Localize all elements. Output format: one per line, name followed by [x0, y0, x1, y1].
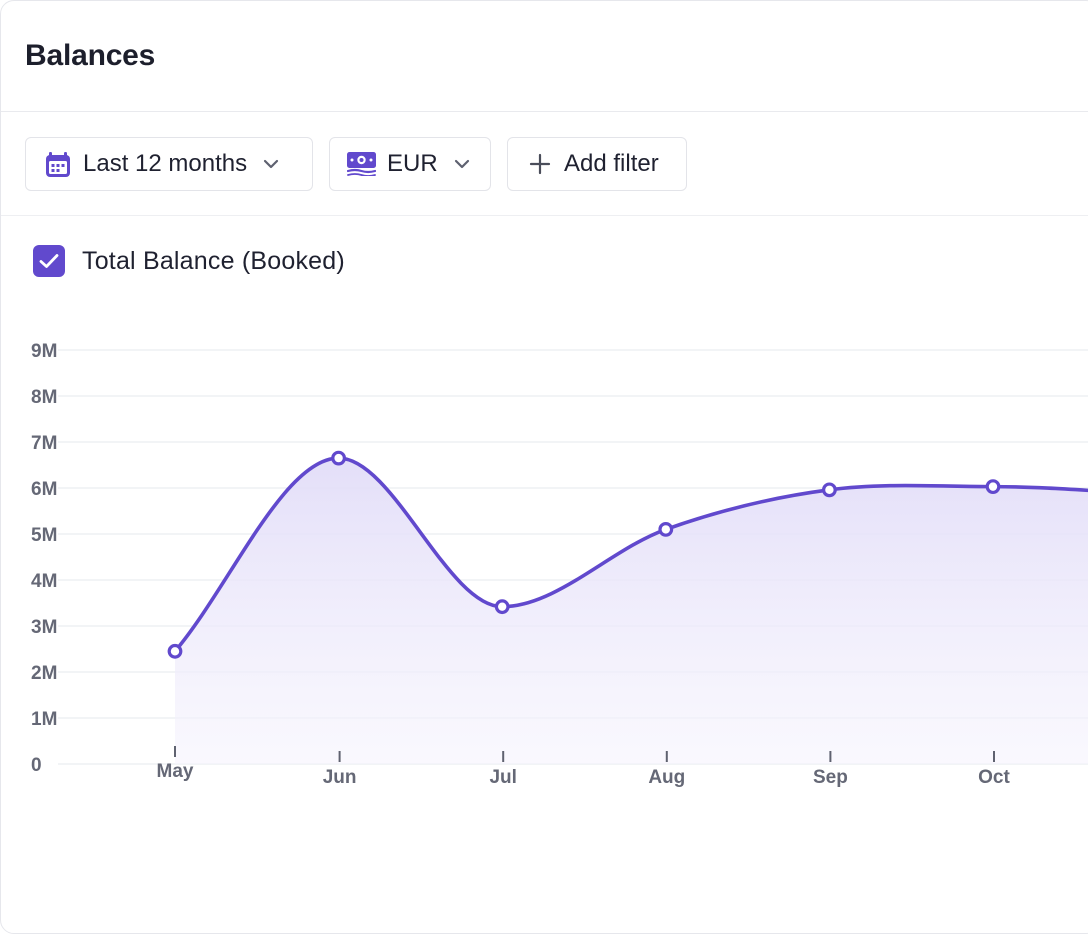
chevron-down-icon: [263, 159, 279, 169]
data-point[interactable]: [331, 450, 347, 466]
y-tick-label: 7M: [31, 433, 57, 454]
period-filter-label: Last 12 months: [83, 150, 248, 177]
currency-filter-label: EUR: [387, 150, 438, 177]
y-tick-label: 6M: [31, 479, 57, 500]
y-tick-label: 2M: [31, 663, 57, 684]
y-tick-label: 9M: [31, 341, 57, 362]
add-filter-button[interactable]: Add filter: [507, 137, 687, 191]
y-tick-label: 0: [31, 755, 42, 776]
y-axis: 0 1M 2M 3M 4M 5M 6M 7M 8M 9M: [31, 341, 57, 776]
series-legend-label: Total Balance (Booked): [82, 246, 345, 275]
card-title: Balances: [25, 39, 156, 72]
series-legend: Total Balance (Booked): [33, 245, 345, 277]
x-tick-label: Jun: [323, 767, 357, 788]
chevron-down-icon: [454, 159, 470, 169]
currency-filter-button[interactable]: EUR: [329, 137, 491, 191]
chart-area-layer: [173, 456, 1088, 764]
card-header: Balances: [1, 1, 1088, 112]
data-point[interactable]: [167, 643, 183, 659]
y-tick-label: 3M: [31, 617, 57, 638]
y-tick-label: 5M: [31, 525, 57, 546]
data-point[interactable]: [494, 599, 510, 615]
chart-points: [167, 450, 1001, 659]
calendar-icon: [46, 151, 70, 177]
money-icon: [347, 152, 376, 176]
filter-bar: Last 12 months EUR: [1, 112, 1088, 216]
y-tick-label: 8M: [31, 387, 57, 408]
data-point[interactable]: [985, 479, 1001, 495]
x-tick-label: Sep: [813, 767, 848, 788]
data-point[interactable]: [658, 522, 674, 537]
period-filter-button[interactable]: Last 12 months: [25, 137, 313, 191]
x-tick-label: Aug: [648, 767, 685, 788]
x-tick-label: Jul: [489, 767, 516, 788]
x-axis: MayJunJulAugSepOctNov: [157, 746, 1011, 788]
y-tick-label: 4M: [31, 571, 57, 592]
series-checkbox[interactable]: [33, 245, 65, 277]
series-area-fill: [175, 458, 1088, 764]
x-tick-label: Oct: [978, 767, 1010, 788]
check-icon: [39, 254, 59, 268]
add-filter-label: Add filter: [564, 150, 659, 177]
x-tick-label: May: [157, 761, 194, 782]
plus-icon: [529, 153, 551, 175]
data-point[interactable]: [822, 482, 837, 498]
y-tick-label: 1M: [31, 709, 57, 730]
